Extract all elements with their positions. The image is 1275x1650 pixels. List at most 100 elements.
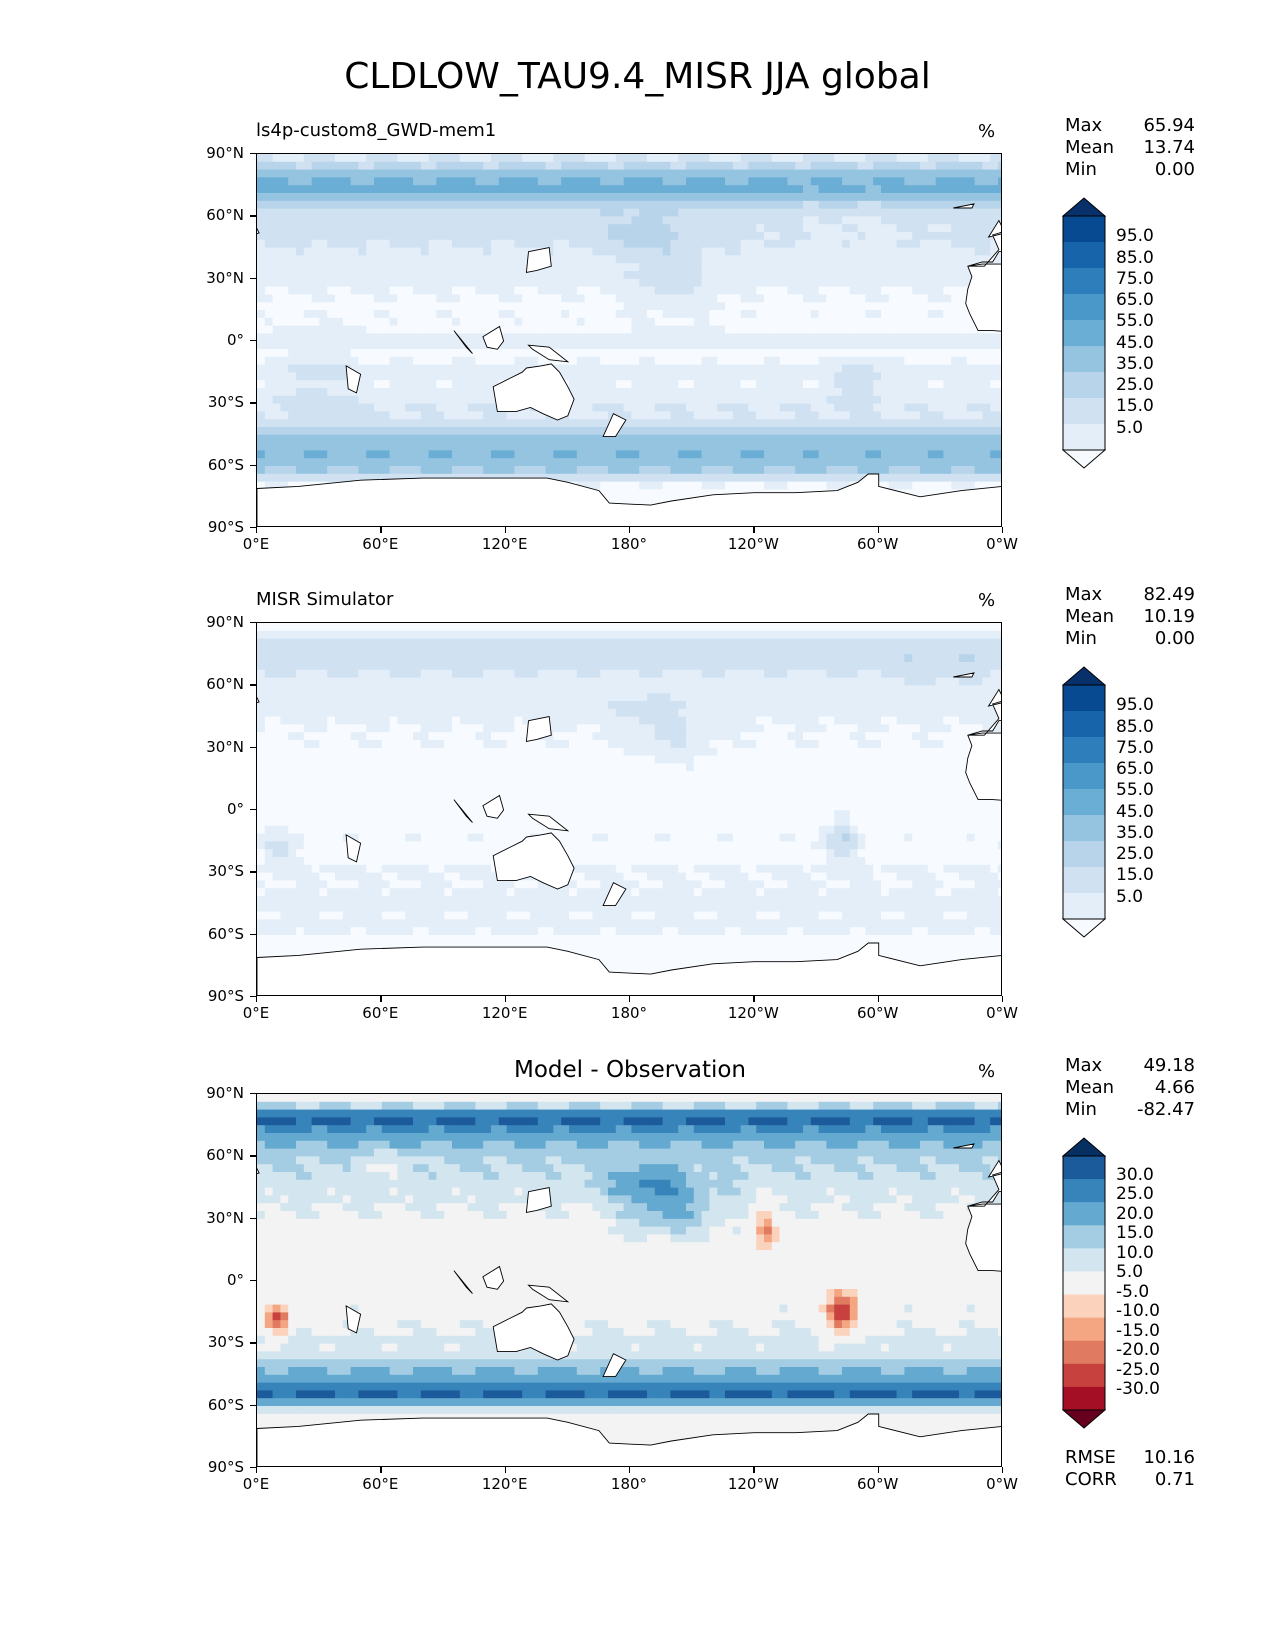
heatmap-cell (849, 458, 859, 467)
heatmap-cell (943, 247, 952, 256)
heatmap-cell (569, 434, 578, 444)
heatmap-cell (545, 169, 554, 178)
heatmap-cell (537, 239, 547, 249)
heatmap-cell (881, 341, 890, 350)
heatmap-cell (888, 388, 898, 397)
heatmap-cell (764, 481, 773, 490)
heatmap-cell (834, 427, 843, 436)
heatmap-cell (943, 372, 952, 381)
heatmap-cell (974, 177, 983, 186)
heatmap-cell (732, 286, 742, 295)
heatmap-cell (296, 239, 305, 249)
heatmap-cell (951, 364, 960, 373)
heatmap-cell (436, 224, 445, 233)
heatmap-cell (491, 185, 500, 194)
heatmap-cell (670, 294, 679, 303)
heatmap-cell (600, 450, 609, 459)
heatmap-cell (569, 325, 578, 334)
heatmap-cell (647, 161, 656, 171)
heatmap-cell (834, 341, 843, 350)
heatmap-cell (787, 419, 796, 428)
heatmap-cell (491, 638, 500, 647)
heatmap-cell (826, 154, 835, 163)
heatmap-cell (686, 388, 695, 397)
heatmap-cell (600, 247, 609, 256)
heatmap-cell (366, 310, 375, 319)
heatmap-cell (748, 356, 757, 366)
heatmap-cell (288, 458, 297, 467)
heatmap-cell (686, 341, 695, 350)
heatmap-cell (701, 208, 710, 217)
heatmap-cell (319, 372, 328, 381)
heatmap-cell (888, 310, 898, 319)
heatmap-cell (857, 388, 866, 397)
heatmap-cell (623, 177, 632, 186)
heatmap-cell (818, 200, 827, 210)
heatmap-cell (896, 302, 905, 311)
heatmap-cell (709, 380, 718, 389)
heatmap-cell (748, 200, 757, 210)
heatmap-cell (436, 263, 445, 272)
heatmap-cell (358, 177, 367, 186)
heatmap-cell (826, 481, 835, 490)
heatmap-cell (506, 185, 515, 194)
heatmap-cell (444, 169, 453, 178)
heatmap-cell (405, 255, 414, 264)
heatmap-cell (779, 317, 788, 327)
heatmap-cell (818, 372, 827, 381)
heatmap-cell (974, 239, 983, 249)
heatmap-cell (857, 216, 866, 225)
heatmap-cell (296, 349, 305, 358)
heatmap-cell (413, 232, 422, 241)
heatmap-cell (366, 325, 375, 334)
heatmap-cell (491, 310, 500, 319)
heatmap-cell (514, 263, 523, 272)
heatmap-cell (530, 278, 539, 288)
heatmap-cell (389, 466, 398, 475)
heatmap-cell (888, 263, 898, 272)
heatmap-cell (693, 458, 703, 467)
heatmap-cell (397, 154, 406, 163)
heatmap-cell (553, 216, 562, 225)
heatmap-cell (615, 325, 625, 334)
heatmap-cell (264, 247, 274, 256)
heatmap-cell (623, 278, 632, 288)
heatmap-cell (943, 169, 952, 178)
heatmap-cell (272, 294, 281, 303)
heatmap-cell (834, 216, 843, 225)
heatmap-cell (584, 255, 593, 264)
heatmap-cell (498, 623, 508, 632)
heatmap-cell (615, 349, 625, 358)
heatmap-cell (857, 310, 866, 319)
heatmap-cell (935, 208, 944, 217)
heatmap-cell (327, 208, 336, 217)
heatmap-cell (296, 623, 305, 632)
heatmap-cell (787, 294, 796, 303)
heatmap-cell (834, 161, 843, 171)
heatmap-cell (896, 395, 905, 405)
heatmap-cell (491, 278, 500, 288)
heatmap-cell (896, 623, 905, 632)
heatmap-cell (327, 271, 336, 280)
heatmap-cell (732, 278, 742, 288)
heatmap-cell (639, 388, 648, 397)
heatmap-cell (990, 395, 999, 405)
heatmap-cell (904, 450, 913, 459)
heatmap-cell (678, 239, 687, 249)
heatmap-cell (296, 638, 305, 647)
heatmap-cell (413, 263, 422, 272)
heatmap-cell (483, 193, 492, 202)
heatmap-cell (935, 247, 944, 256)
heatmap-cell (444, 255, 453, 264)
heatmap-cell (459, 239, 469, 249)
heatmap-cell (342, 388, 352, 397)
heatmap-cell (662, 356, 671, 366)
heatmap-cell (530, 216, 539, 225)
heatmap-cell (881, 294, 890, 303)
heatmap-cell (264, 232, 274, 241)
heatmap-cell (826, 255, 835, 264)
heatmap-cell (662, 427, 671, 436)
heatmap-cell (920, 177, 929, 186)
heatmap-cell (623, 310, 632, 319)
heatmap-cell (771, 442, 781, 451)
